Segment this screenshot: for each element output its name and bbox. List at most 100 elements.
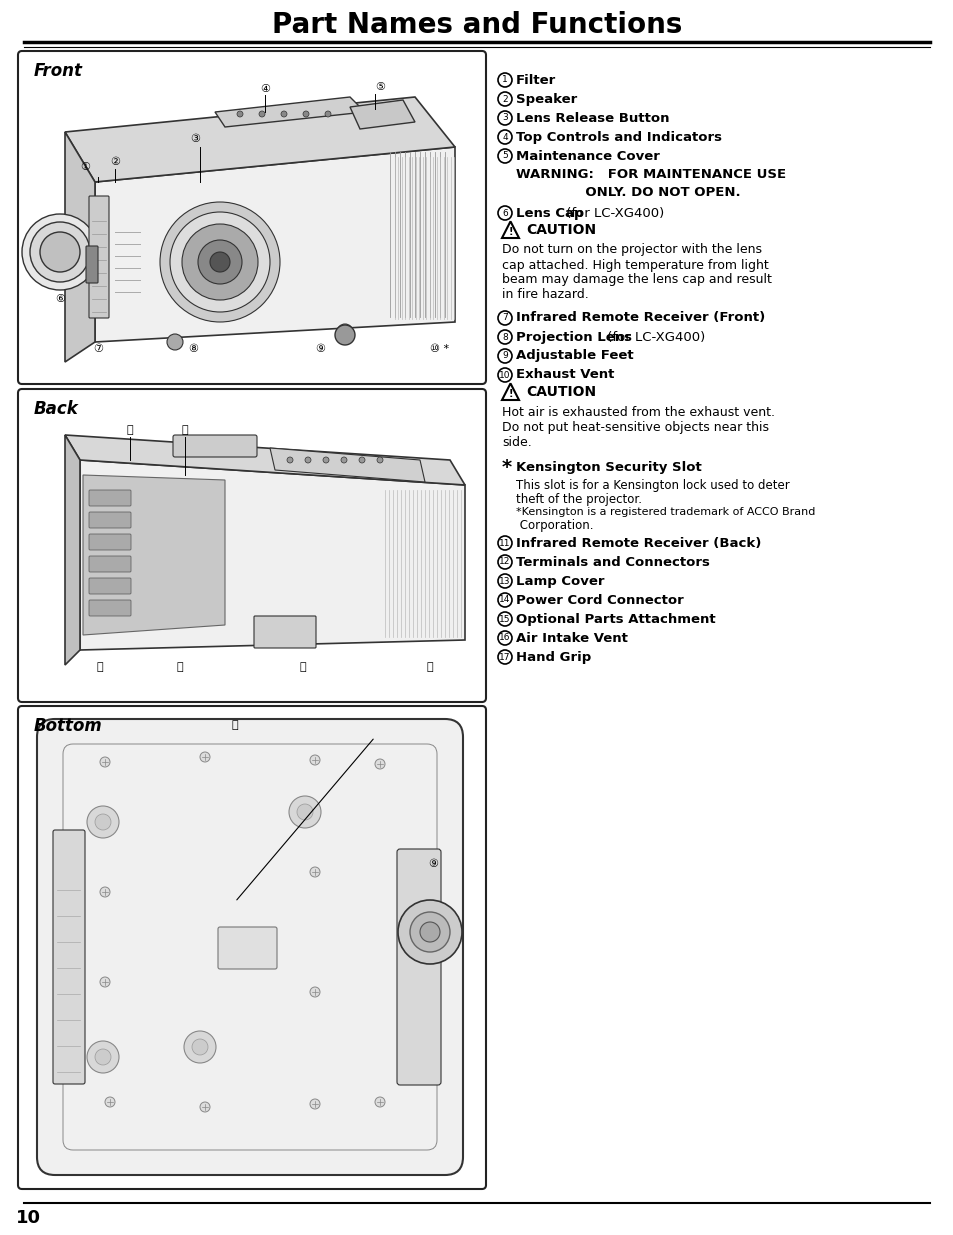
Circle shape [340,457,347,463]
Text: Infrared Remote Receiver (Back): Infrared Remote Receiver (Back) [516,536,760,550]
Text: 2: 2 [501,95,507,104]
Circle shape [335,325,355,345]
Circle shape [410,911,450,952]
Circle shape [375,1097,385,1107]
Circle shape [497,330,512,345]
Polygon shape [270,448,424,482]
Text: Do not put heat-sensitive objects near this: Do not put heat-sensitive objects near t… [501,420,768,433]
Text: Lens Cap: Lens Cap [516,206,583,220]
Text: ⑦: ⑦ [92,345,103,354]
Circle shape [22,214,98,290]
Text: 9: 9 [501,352,507,361]
FancyBboxPatch shape [86,246,98,283]
Circle shape [289,797,320,827]
Polygon shape [95,147,455,342]
Text: ⑯: ⑯ [426,662,433,672]
Circle shape [198,240,242,284]
Circle shape [281,111,287,117]
Circle shape [310,867,319,877]
Text: (for LC-XG400): (for LC-XG400) [602,331,704,343]
Circle shape [184,1031,215,1063]
Text: WARNING:   FOR MAINTENANCE USE: WARNING: FOR MAINTENANCE USE [516,168,785,182]
Text: Lamp Cover: Lamp Cover [516,574,604,588]
FancyBboxPatch shape [18,51,485,384]
Text: Filter: Filter [516,74,556,86]
Polygon shape [350,100,415,128]
Circle shape [200,752,210,762]
Text: ONLY. DO NOT OPEN.: ONLY. DO NOT OPEN. [516,185,740,199]
Circle shape [497,555,512,569]
Text: 8: 8 [501,332,507,342]
Text: Do not turn on the projector with the lens: Do not turn on the projector with the le… [501,243,761,257]
Circle shape [100,887,110,897]
Text: 5: 5 [501,152,507,161]
Text: ②: ② [110,157,120,167]
Circle shape [497,631,512,645]
Text: 3: 3 [501,114,507,122]
Circle shape [167,333,183,350]
Text: *Kensington is a registered trademark of ACCO Brand: *Kensington is a registered trademark of… [516,508,815,517]
Text: Adjustable Feet: Adjustable Feet [516,350,633,363]
Polygon shape [65,132,95,362]
Text: Infrared Remote Receiver (Front): Infrared Remote Receiver (Front) [516,311,764,325]
Text: in fire hazard.: in fire hazard. [501,289,588,301]
Text: Projection Lens: Projection Lens [516,331,631,343]
Text: ⑫: ⑫ [181,425,188,435]
Text: Optional Parts Attachment: Optional Parts Attachment [516,613,715,625]
Polygon shape [83,475,225,635]
FancyBboxPatch shape [53,830,85,1084]
Circle shape [397,900,461,965]
FancyBboxPatch shape [89,600,131,616]
Text: ⑨: ⑨ [428,860,437,869]
Circle shape [497,311,512,325]
Text: Hand Grip: Hand Grip [516,651,591,663]
Text: !: ! [508,227,512,237]
Text: ⑥: ⑥ [55,294,65,304]
Text: (for LC-XG400): (for LC-XG400) [562,206,664,220]
Polygon shape [65,98,455,182]
Circle shape [170,212,270,312]
Circle shape [87,1041,119,1073]
Circle shape [105,1097,115,1107]
Circle shape [296,804,313,820]
Circle shape [192,1039,208,1055]
Text: 4: 4 [501,132,507,142]
Circle shape [497,206,512,220]
Circle shape [87,806,119,839]
Text: ⑭: ⑭ [176,662,183,672]
FancyBboxPatch shape [89,578,131,594]
Circle shape [375,760,385,769]
Text: 11: 11 [498,538,510,547]
Text: CAUTION: CAUTION [525,385,596,399]
Text: Bottom: Bottom [34,718,103,735]
Text: side.: side. [501,436,531,448]
Circle shape [40,232,80,272]
Circle shape [497,650,512,664]
Polygon shape [65,435,464,485]
Circle shape [497,130,512,144]
Text: theft of the projector.: theft of the projector. [516,493,641,505]
Text: Lens Release Button: Lens Release Button [516,111,669,125]
Text: Kensington Security Slot: Kensington Security Slot [516,461,701,473]
Circle shape [497,73,512,86]
Text: This slot is for a Kensington lock used to deter: This slot is for a Kensington lock used … [516,479,789,493]
Circle shape [419,923,439,942]
Text: Exhaust Vent: Exhaust Vent [516,368,614,382]
Circle shape [497,613,512,626]
Polygon shape [501,221,518,238]
Circle shape [95,814,111,830]
FancyBboxPatch shape [218,927,276,969]
Text: 7: 7 [501,314,507,322]
Text: ⑪: ⑪ [127,425,133,435]
Circle shape [376,457,382,463]
Text: ③: ③ [190,135,200,144]
Text: ⑰: ⑰ [232,720,238,730]
Text: Back: Back [34,400,79,417]
Circle shape [497,574,512,588]
Text: cap attached. High temperature from light: cap attached. High temperature from ligh… [501,258,768,272]
Text: Front: Front [34,62,83,80]
Circle shape [358,457,365,463]
Circle shape [497,593,512,606]
Circle shape [210,252,230,272]
FancyBboxPatch shape [253,616,315,648]
